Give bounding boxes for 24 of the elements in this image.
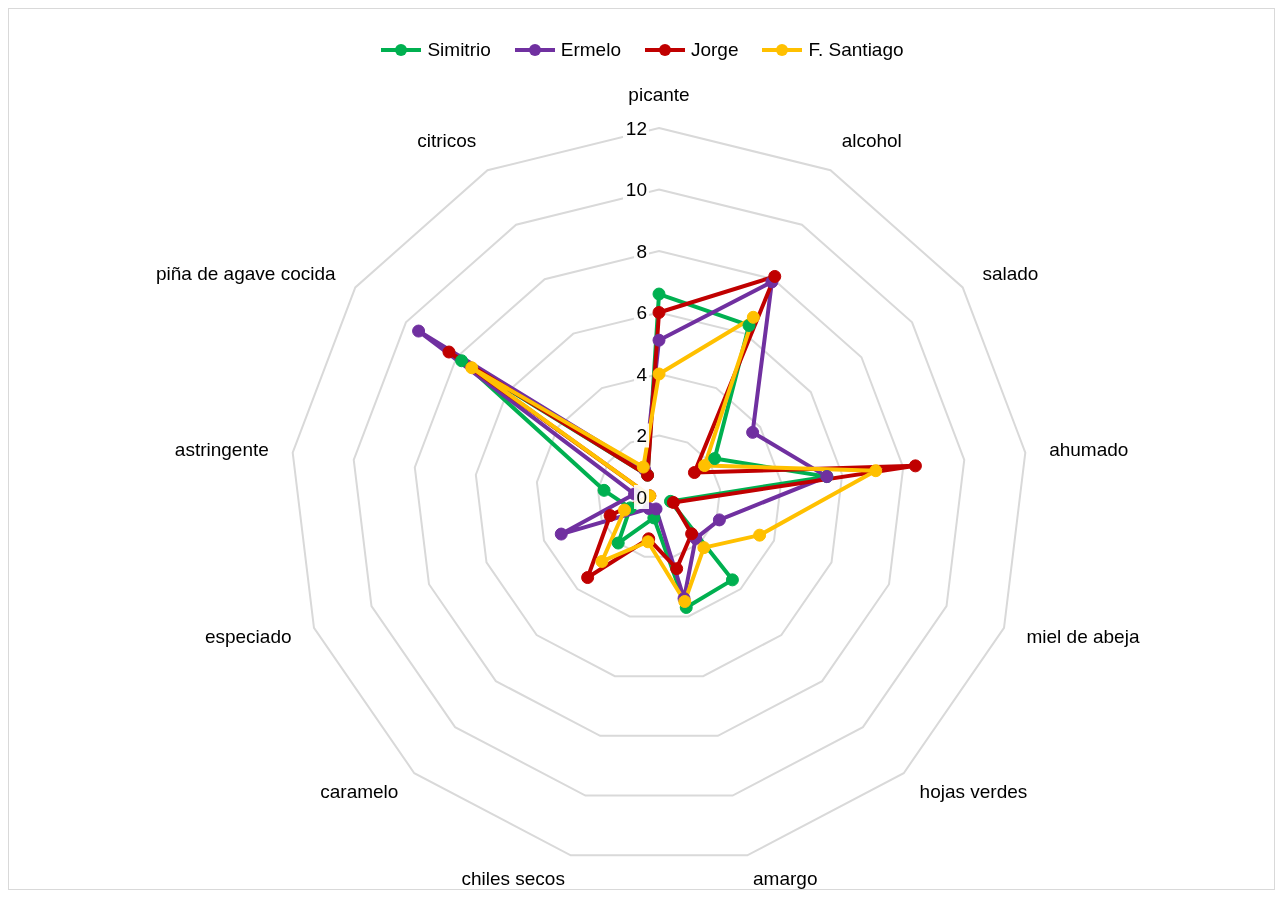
spoke-label: amargo xyxy=(753,868,818,890)
spoke-label: especiado xyxy=(204,625,292,647)
y-tick-label: 10 xyxy=(625,179,647,200)
y-tick-label: 6 xyxy=(636,302,647,323)
spoke-label: picante xyxy=(628,83,690,105)
y-tick-label: 2 xyxy=(636,425,647,446)
legend-label: Ermelo xyxy=(559,39,621,61)
spoke-label: salado xyxy=(982,263,1039,285)
spoke-label: ahumado xyxy=(1049,439,1129,461)
y-tick-label: 0 xyxy=(636,486,647,508)
spoke-label: chiles secos xyxy=(461,868,565,890)
spoke-label: hojas verdes xyxy=(919,780,1028,802)
spoke-label: alcohol xyxy=(841,129,902,151)
y-tick-label: 12 xyxy=(625,117,647,139)
y-tick-label: 4 xyxy=(636,363,648,385)
legend-label: Simitrio xyxy=(426,39,491,61)
spoke-label: caramelo xyxy=(320,780,399,802)
spoke-label: citricos xyxy=(417,129,477,151)
legend-label: F. Santiago xyxy=(807,39,904,61)
spoke-label: piña de agave cocida xyxy=(155,263,336,285)
legend-label: Jorge xyxy=(689,39,739,61)
spoke-label: astringente xyxy=(174,439,269,461)
y-tick-label: 8 xyxy=(636,240,647,262)
spoke-label: miel de abeja xyxy=(1026,625,1140,647)
